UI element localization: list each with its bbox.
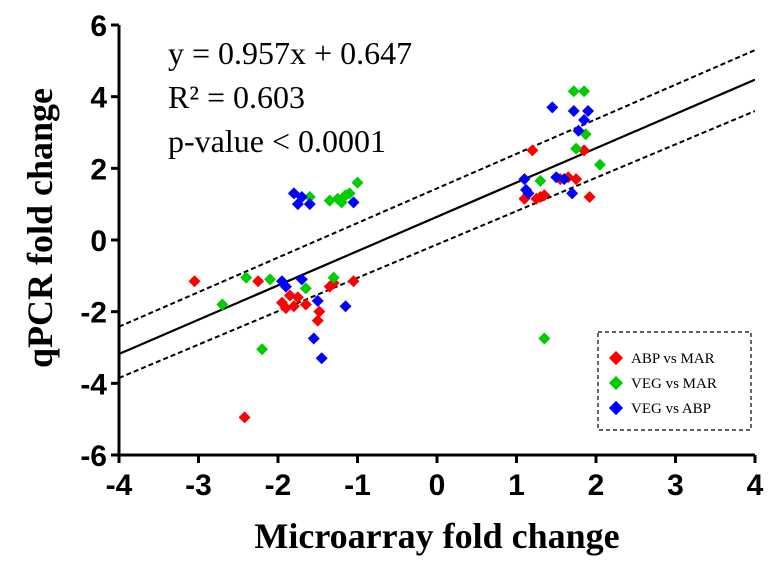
data-points (188, 85, 606, 424)
data-point (567, 85, 580, 98)
legend-marker-veg-vs-abp (608, 400, 624, 416)
data-point (351, 176, 364, 189)
y-tick-label: 0 (90, 225, 107, 258)
y-tick-label: 2 (90, 153, 107, 186)
annotation-block: y = 0.957x + 0.647 R² = 0.603 p-value < … (168, 35, 412, 159)
data-point (323, 194, 336, 207)
legend-item-veg-vs-mar: VEG vs MAR (608, 375, 717, 392)
data-point (546, 101, 559, 114)
data-point (315, 352, 328, 365)
legend-label-veg-vs-mar: VEG vs MAR (631, 376, 717, 392)
data-point (238, 411, 251, 424)
data-point (279, 280, 292, 293)
data-point (303, 191, 316, 203)
axes (111, 23, 757, 463)
data-point (566, 187, 579, 200)
data-point (593, 158, 606, 171)
data-point (343, 187, 356, 200)
data-point (572, 124, 585, 137)
legend-item-abp-vs-mar: ABP vs MAR (608, 350, 715, 367)
x-tick-label: 1 (508, 469, 525, 502)
legend: ABP vs MAR VEG vs MAR VEG vs ABP (597, 331, 752, 431)
x-tick-label: -3 (185, 469, 212, 502)
y-tick-label: -2 (80, 297, 107, 330)
confidence-band-lower (119, 110, 755, 379)
data-point (299, 282, 312, 295)
data-point (578, 113, 591, 126)
data-point (216, 298, 229, 311)
data-point (558, 173, 571, 186)
data-point (578, 85, 591, 98)
data-point (347, 275, 360, 288)
data-point (550, 171, 563, 184)
data-point (188, 275, 201, 288)
data-point (538, 332, 551, 345)
data-point (295, 273, 308, 286)
data-point (522, 187, 535, 200)
x-axis-title: Microarray fold change (254, 516, 619, 556)
data-point (279, 302, 292, 315)
data-point (313, 305, 326, 318)
y-tick-label: 6 (90, 10, 107, 43)
legend-label-veg-vs-abp: VEG vs ABP (631, 401, 711, 417)
x-tick-label: -4 (106, 469, 133, 502)
data-point (538, 189, 551, 202)
y-tick-label: -4 (80, 368, 107, 401)
y-tick-label: 4 (90, 82, 107, 115)
x-tick-label: 4 (747, 469, 764, 502)
x-tick-label: 3 (667, 469, 684, 502)
y-axis-title: qPCR fold change (20, 88, 60, 368)
data-point (311, 314, 324, 327)
data-point (287, 300, 300, 313)
regression-equation: y = 0.957x + 0.647 (168, 35, 412, 71)
data-point (295, 191, 308, 203)
data-point (518, 173, 531, 186)
data-point (291, 291, 304, 304)
regression-line (119, 78, 755, 355)
data-point (567, 105, 580, 117)
legend-marker-abp-vs-mar (608, 350, 624, 366)
x-tick-label: 0 (429, 469, 446, 502)
data-point (311, 294, 324, 307)
data-point (526, 144, 539, 157)
data-point (582, 105, 595, 117)
data-point (339, 300, 352, 313)
data-point (240, 271, 253, 284)
x-tick-label: -1 (344, 469, 371, 502)
data-point (570, 173, 583, 186)
legend-box (597, 331, 752, 431)
legend-marker-veg-vs-mar (608, 375, 624, 391)
data-point (570, 142, 583, 155)
data-point (583, 191, 596, 203)
series-veg-vs-abp (275, 101, 595, 365)
p-value-label: p-value < 0.0001 (168, 123, 386, 159)
x-tick-label: 2 (588, 469, 605, 502)
x-tick-label: -2 (265, 469, 292, 502)
data-point (534, 174, 547, 187)
data-point (264, 273, 277, 286)
series-veg-vs-mar (216, 85, 606, 356)
data-point (299, 298, 312, 311)
data-point (256, 343, 269, 356)
legend-item-veg-vs-abp: VEG vs ABP (608, 400, 711, 417)
data-point (307, 332, 320, 345)
data-point (283, 289, 296, 302)
regression-layer (119, 49, 755, 379)
r-squared-label: R² = 0.603 (168, 79, 305, 115)
legend-label-abp-vs-mar: ABP vs MAR (631, 351, 715, 367)
data-point (327, 271, 340, 284)
data-point (578, 144, 591, 157)
confidence-band-upper (119, 49, 755, 328)
data-point (252, 275, 265, 288)
series-abp-vs-mar (188, 144, 596, 424)
data-point (303, 198, 316, 211)
data-point (347, 196, 360, 209)
y-tick-label: -6 (80, 440, 107, 473)
